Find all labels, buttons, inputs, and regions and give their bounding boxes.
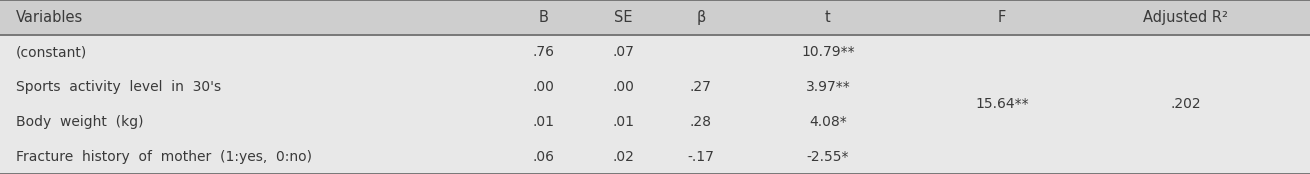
Text: β: β <box>696 10 706 25</box>
Text: -.17: -.17 <box>688 150 714 164</box>
Bar <box>0 0 1310 35</box>
Text: (constant): (constant) <box>16 45 86 59</box>
Text: Adjusted R²: Adjusted R² <box>1144 10 1227 25</box>
Text: 4.08*: 4.08* <box>810 115 846 129</box>
Text: Variables: Variables <box>16 10 83 25</box>
Text: 10.79**: 10.79** <box>802 45 854 59</box>
Text: t: t <box>825 10 831 25</box>
Text: .02: .02 <box>613 150 634 164</box>
Text: .00: .00 <box>533 80 554 94</box>
Text: -2.55*: -2.55* <box>807 150 849 164</box>
Text: .28: .28 <box>690 115 711 129</box>
Text: .06: .06 <box>533 150 554 164</box>
Text: .202: .202 <box>1170 97 1201 111</box>
Text: B: B <box>538 10 549 25</box>
Text: 15.64**: 15.64** <box>976 97 1028 111</box>
Text: .27: .27 <box>690 80 711 94</box>
Text: Fracture  history  of  mother  (1:yes,  0:no): Fracture history of mother (1:yes, 0:no) <box>16 150 312 164</box>
Text: .00: .00 <box>613 80 634 94</box>
Text: Sports  activity  level  in  30's: Sports activity level in 30's <box>16 80 221 94</box>
Bar <box>0 35 1310 174</box>
Text: SE: SE <box>614 10 633 25</box>
Text: F: F <box>998 10 1006 25</box>
Text: .01: .01 <box>613 115 634 129</box>
Text: Body  weight  (kg): Body weight (kg) <box>16 115 143 129</box>
Text: .07: .07 <box>613 45 634 59</box>
Text: .01: .01 <box>533 115 554 129</box>
Text: .76: .76 <box>533 45 554 59</box>
Text: 3.97**: 3.97** <box>806 80 850 94</box>
